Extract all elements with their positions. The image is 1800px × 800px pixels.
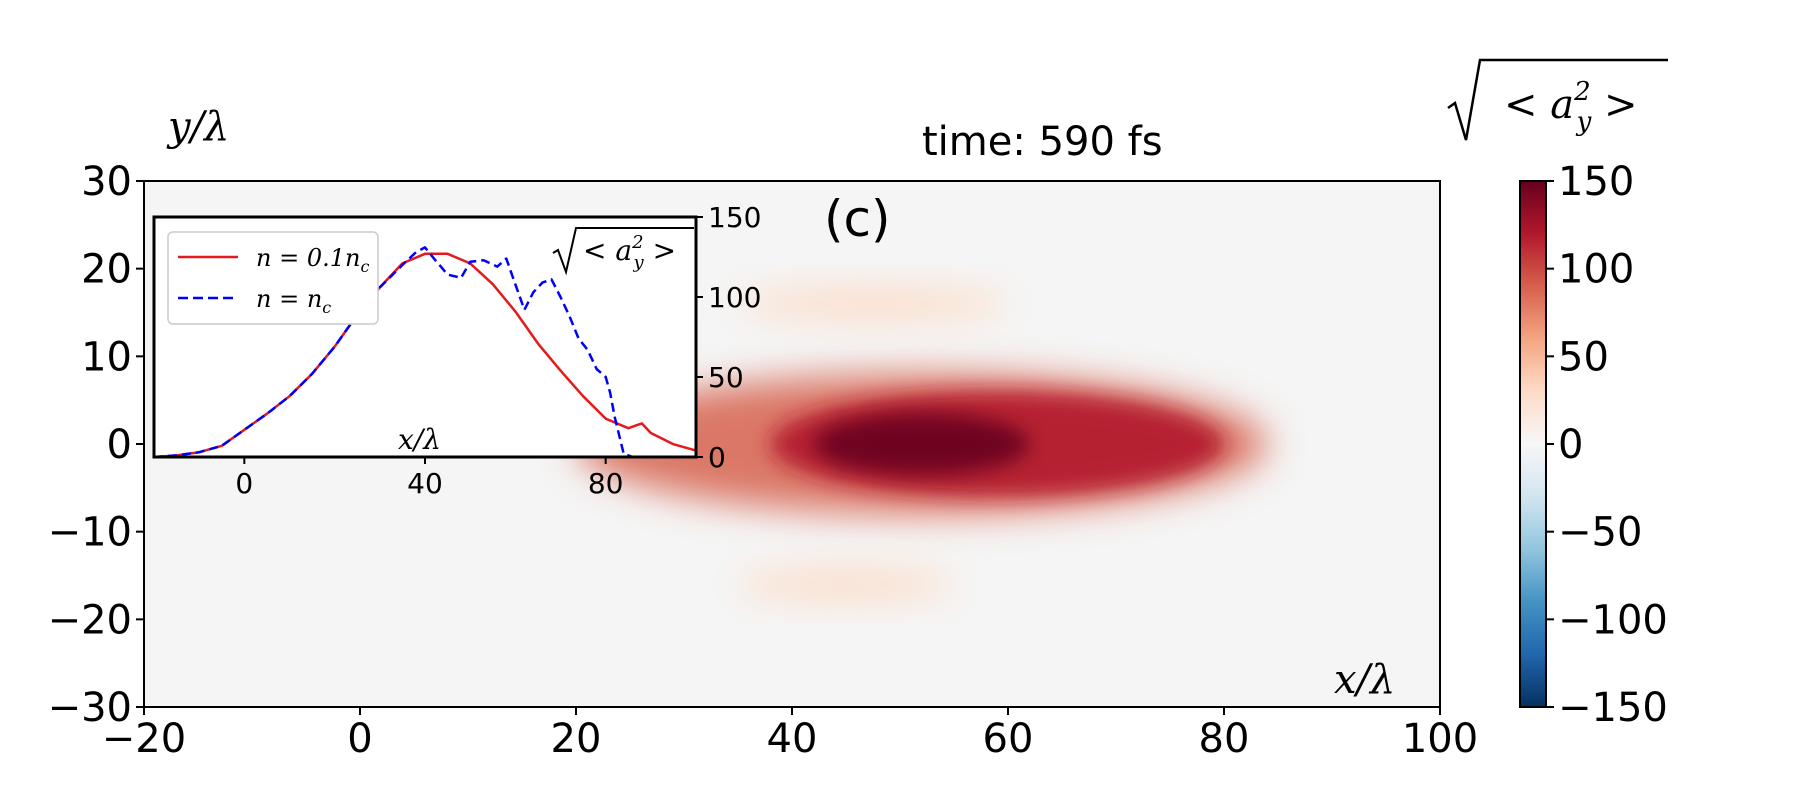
svg-text:< a2y >: < a2 y > [583,232,676,273]
main-y-tick-label: 10 [81,334,132,380]
main-x-tick-label: −20 [102,716,186,762]
colorbar-label-base: < a [1504,82,1574,128]
main-y-tick-label: 30 [81,159,132,205]
main-x-tick-label: 80 [1199,716,1250,762]
colorbar-sqrt-symbol [1447,58,1668,141]
field-region [738,286,1008,322]
legend-label-series-1: n = 0.1n [256,244,360,272]
inset-label-sup: 2 [631,232,643,253]
heatmap-field [576,286,1268,602]
inset-y-ticks: 150 100 50 0 [696,201,761,474]
panel-label: (c) [824,190,891,248]
main-y-tick-label: −30 [48,685,132,731]
inset-x-tick-label: 40 [407,467,443,500]
colorbar-tick-label: −100 [1558,597,1668,643]
inset-label-end: > [644,234,676,267]
main-y-axis-label: y/λ [166,104,229,150]
main-y-tick-label: −20 [48,597,132,643]
main-x-ticks: −20 0 20 40 60 80 100 [102,707,1478,762]
inset-legend: n = 0.1nc n = nc [167,231,379,325]
main-y-tick-label: 20 [81,247,132,293]
main-y-tick-label: −10 [48,510,132,556]
inset-series-line-2 [153,246,696,459]
inset-y-tick-label: 100 [708,281,761,314]
colorbar-label-sub: y [1576,107,1592,137]
main-y-ticks: 30 20 10 0 −10 −20 −30 [48,159,144,731]
svg-text:< a2y >: < a2 y > [1504,77,1638,137]
main-x-tick-label: 40 [767,716,818,762]
inset-sqrt-symbol [552,227,694,276]
inset-x-axis-label: x/λ [398,423,441,456]
colorbar-ticks: 150 100 50 0 −50 −100 −150 [1546,159,1668,731]
svg-text:n = nc: n = nc [256,285,331,317]
main-y-tick-label: 0 [107,422,132,468]
main-x-axis-label: x/λ [1334,657,1395,703]
main-x-tick-label: 0 [347,716,372,762]
colorbar-tick-label: 50 [1558,334,1609,380]
colorbar-tick-label: 100 [1558,247,1634,293]
svg-text:n = 0.1nc: n = 0.1nc [256,244,369,276]
colorbar-gradient [1519,180,1547,708]
inset-lines [153,246,697,459]
inset-x-ticks: 0 40 80 [235,457,623,500]
colorbar-tick-label: 150 [1558,159,1634,205]
inset-x-tick-label: 0 [235,467,253,500]
main-x-tick-label: 20 [551,716,602,762]
colorbar-tick-label: 0 [1558,422,1583,468]
legend-label-series-2-sub: c [322,298,331,317]
chart-title: time: 590 fs [922,119,1163,165]
colorbar-label-end: > [1591,82,1637,128]
colorbar-tick-label: −50 [1558,510,1642,556]
inset-y-axis-label: < a2 y > [552,227,694,276]
main-x-tick-label: 60 [983,716,1034,762]
colorbar-tick-label: −150 [1558,685,1668,731]
inset-y-tick-label: 150 [708,201,761,234]
colorbar-label-sup: 2 [1573,77,1591,107]
legend-box [167,231,379,325]
colorbar: 150 100 50 0 −50 −100 −150 < a2 y > [1447,58,1668,731]
inset-y-tick-label: 0 [708,441,726,474]
inset-x-tick-label: 80 [588,467,624,500]
inset-label-sub: y [633,252,645,273]
field-region [738,566,954,602]
inset-y-tick-label: 50 [708,361,744,394]
legend-label-series-1-sub: c [360,257,369,276]
field-region [813,413,1030,475]
inset-label-base: < a [583,234,632,267]
legend-label-series-2: n = n [256,285,322,313]
main-x-tick-label: 100 [1402,716,1478,762]
colorbar-label: < a2 y > [1447,58,1668,141]
